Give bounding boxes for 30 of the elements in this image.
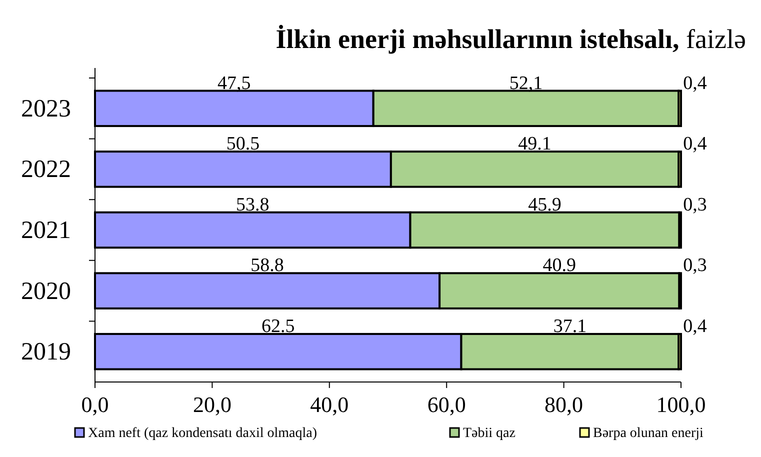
legend-label: Bərpa olunan enerji — [593, 426, 704, 441]
x-tick-label: 40,0 — [310, 392, 349, 417]
x-tick-label: 0,0 — [81, 392, 109, 417]
data-label: 0,4 — [683, 316, 708, 337]
data-label: 0,4 — [683, 134, 708, 155]
data-label: 53.8 — [236, 194, 270, 216]
x-tick-label: 60,0 — [427, 392, 466, 417]
data-label: 50.5 — [226, 134, 260, 155]
legend-label: Təbii qaz — [463, 426, 516, 441]
y-tick-label: 2020 — [21, 278, 71, 305]
x-tick-label: 20,0 — [192, 392, 232, 417]
data-label: 37.1 — [553, 316, 587, 337]
legend-label: Xam neft (qaz kondensatı daxil olmaqla) — [88, 426, 318, 441]
data-label: 40.9 — [542, 255, 576, 276]
data-label: 0,4 — [683, 72, 708, 94]
data-label: 0,3 — [683, 194, 707, 216]
data-label: 58.8 — [250, 255, 284, 276]
chart-title: İlkin enerji məhsullarının istehsalı, faizlə — [276, 24, 746, 54]
data-label: 62.5 — [262, 316, 295, 337]
data-label: 45.9 — [528, 194, 562, 216]
data-label: 49.1 — [518, 134, 552, 155]
x-tick-label: 80,0 — [544, 392, 584, 417]
y-tick-label: 2019 — [21, 338, 71, 366]
data-label: 0,3 — [683, 255, 707, 276]
data-label: 47,5 — [218, 72, 251, 94]
y-tick-label: 2021 — [21, 217, 71, 244]
x-tick-label: 100,0 — [656, 392, 706, 417]
y-tick-label: 2023 — [21, 95, 71, 122]
data-label: 52,1 — [509, 72, 543, 94]
y-tick-label: 2022 — [21, 156, 71, 184]
